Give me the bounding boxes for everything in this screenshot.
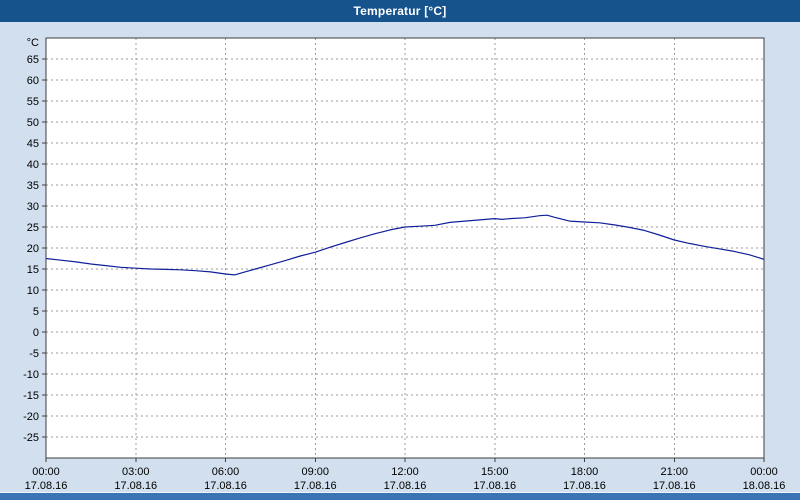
x-tick-date-label: 17.08.16: [114, 480, 157, 492]
x-tick-time-label: 03:00: [122, 466, 150, 478]
y-tick-label: -10: [23, 369, 39, 381]
y-tick-label: 40: [27, 159, 39, 171]
x-tick-time-label: 12:00: [391, 466, 419, 478]
titlebar: Temperatur [°C]: [0, 0, 800, 22]
y-axis-unit-label: °C: [27, 37, 39, 49]
y-tick-label: 50: [27, 117, 39, 129]
y-tick-label: 15: [27, 264, 39, 276]
x-tick-time-label: 21:00: [660, 466, 688, 478]
x-tick-time-label: 00:00: [750, 466, 778, 478]
y-tick-label: 10: [27, 285, 39, 297]
horizontal-scrollbar[interactable]: [0, 492, 800, 500]
x-tick-time-label: 06:00: [212, 466, 240, 478]
x-tick-date-label: 17.08.16: [563, 480, 606, 492]
x-tick-date-label: 17.08.16: [473, 480, 516, 492]
y-tick-label: 25: [27, 222, 39, 234]
temperature-chart: 65605550454035302520151050-5-10-15-20-25…: [23, 37, 786, 492]
x-tick-time-label: 09:00: [301, 466, 329, 478]
x-tick-date-label: 17.08.16: [204, 480, 247, 492]
y-tick-label: 35: [27, 180, 39, 192]
y-tick-label: 45: [27, 138, 39, 150]
y-tick-label: -5: [29, 348, 39, 360]
x-tick-time-label: 15:00: [481, 466, 509, 478]
x-tick-date-label: 17.08.16: [294, 480, 337, 492]
y-tick-label: 60: [27, 75, 39, 87]
x-tick-time-label: 18:00: [571, 466, 599, 478]
x-tick-time-label: 00:00: [32, 466, 60, 478]
x-tick-date-label: 17.08.16: [384, 480, 427, 492]
window-title: Temperatur [°C]: [353, 4, 447, 18]
x-tick-date-label: 17.08.16: [653, 480, 696, 492]
y-tick-label: -25: [23, 432, 39, 444]
y-tick-label: -15: [23, 390, 39, 402]
y-tick-label: 30: [27, 201, 39, 213]
x-tick-date-label: 18.08.16: [743, 480, 786, 492]
y-tick-label: 55: [27, 96, 39, 108]
y-tick-label: 20: [27, 243, 39, 255]
temperature-line: [45, 214, 765, 276]
x-tick-date-label: 17.08.16: [25, 480, 68, 492]
y-tick-label: 5: [33, 306, 39, 318]
y-tick-label: 65: [27, 54, 39, 66]
chart-area: 65 60 55 50 45 40 35 30 25 20 15 10 5 0 -5 -10 -15 -20 -25…: [0, 22, 800, 492]
y-tick-label: 0: [33, 327, 39, 339]
y-tick-label: -20: [23, 411, 39, 423]
